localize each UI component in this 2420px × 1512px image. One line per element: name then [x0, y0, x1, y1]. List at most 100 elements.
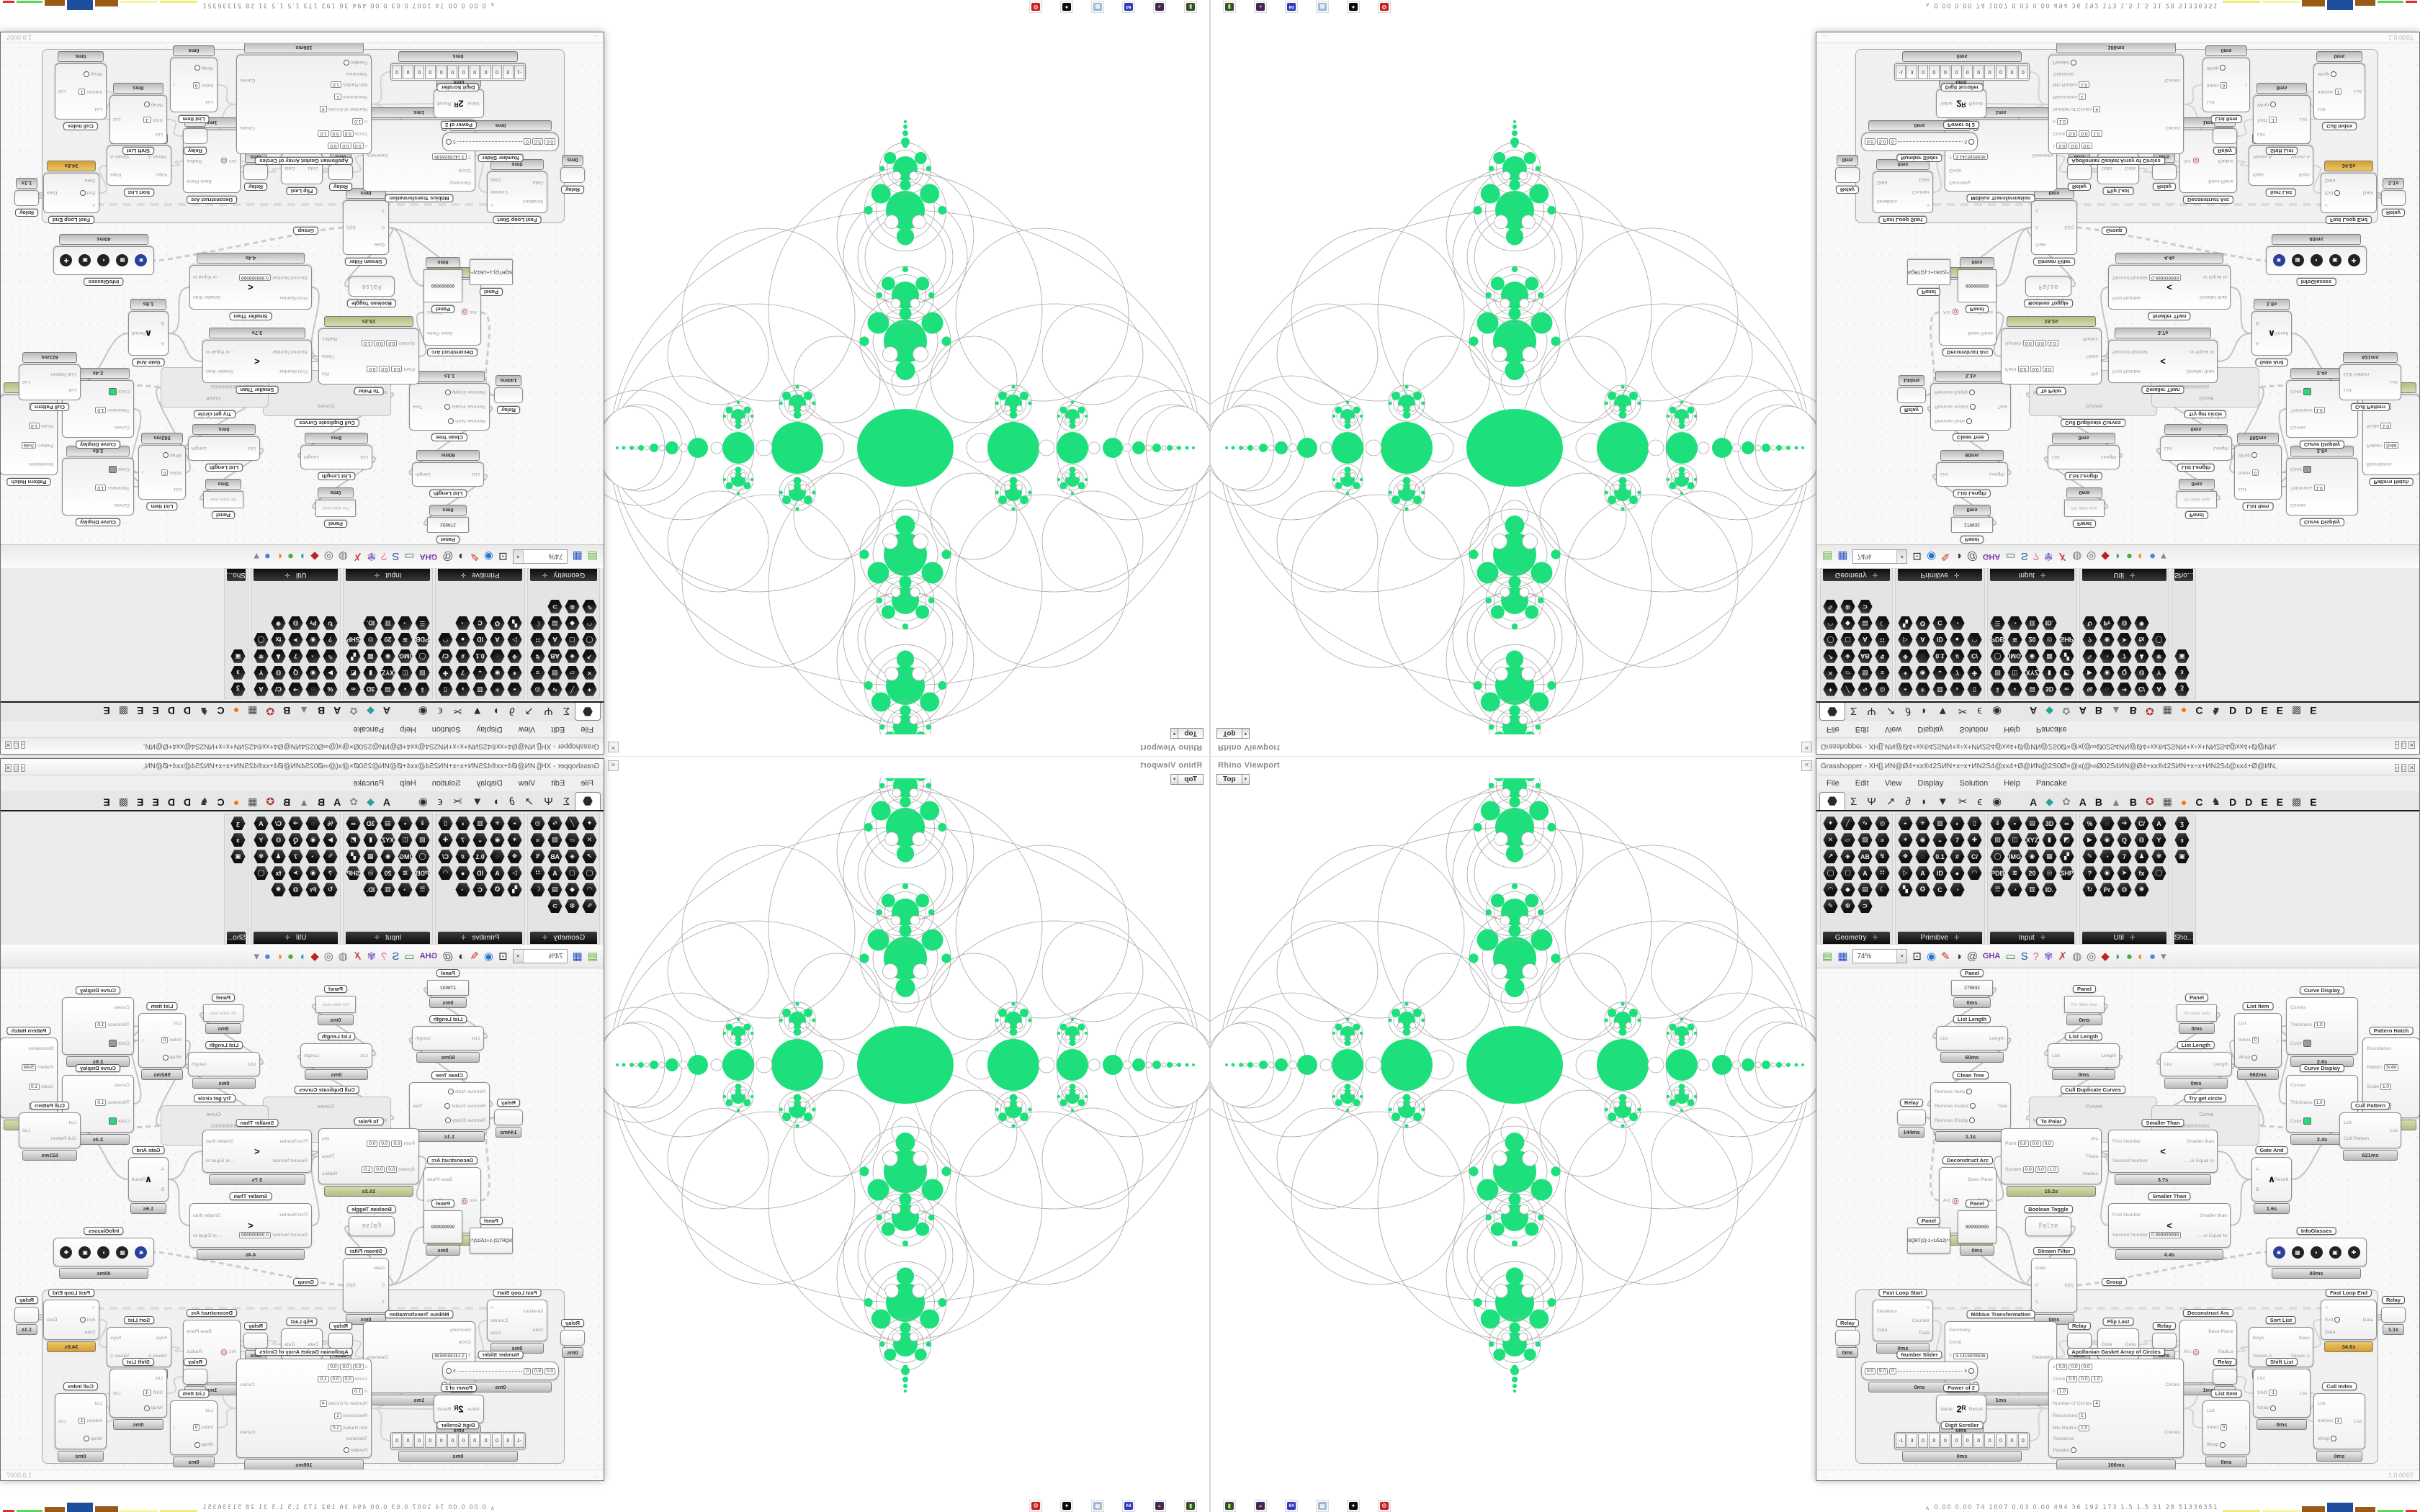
fast-loop-start[interactable]: Fast Loop Start Iterations Data > Counter Dat… [487, 1289, 547, 1354]
minimize-button[interactable]: – [2395, 763, 2400, 772]
palette-icon-input-6[interactable]: ◫ [2007, 665, 2022, 680]
panel-999[interactable]: Panel 999999999 0ms [1958, 1200, 1996, 1256]
palette-icon-input-15[interactable]: PDB [415, 866, 430, 881]
maximize-button[interactable]: □ [13, 763, 19, 772]
palette-icon-primitive-3[interactable]: ◗ [1950, 682, 1965, 696]
taskbar-icon-paint[interactable]: ✦ [1060, 1500, 1073, 1512]
palette-icon-geometry-10[interactable]: AB [1857, 649, 1873, 663]
addon-tab-10[interactable]: C [2195, 705, 2203, 717]
menu-item-edit[interactable]: Edit [1855, 778, 1869, 788]
palette-icon-partial-0[interactable]: ʒ [230, 682, 246, 696]
palette-icon-input-10[interactable]: ◯ [415, 649, 430, 663]
clean-tree[interactable]: Clean Tree Remove Nulls Remove Invalid Remo… [409, 1071, 490, 1143]
palette-icon-primitive-6[interactable]: ◉ [1915, 665, 1930, 680]
palette-icon-util-19[interactable]: ◯ [2151, 632, 2166, 647]
palette-icon-util-4[interactable]: A [254, 682, 269, 696]
palette-icon-primitive-8[interactable]: 7 [455, 833, 470, 847]
palette-icon-geometry-9[interactable]: ◈ [1840, 649, 1855, 663]
palette-icon-geometry-1[interactable]: ╱ [565, 682, 580, 696]
power-of-2[interactable]: Power of 2 Value Result 2ᴿ 0ms [434, 76, 484, 129]
palette-icon-util-11[interactable]: ◔ [305, 649, 321, 663]
palette-footer-geometry[interactable]: Geometry ✛ [1823, 932, 1890, 945]
palette-icon-primitive-6[interactable]: ◉ [1915, 833, 1930, 847]
palette-icon-input-5[interactable]: ▨ [1990, 665, 2005, 680]
menu-item-pancake[interactable]: Pancake [2035, 778, 2067, 788]
palette-icon-geometry-4[interactable]: ✕ [582, 665, 597, 680]
palette-icon-util-17[interactable]: ➤ [2117, 866, 2132, 880]
addon-tab-7[interactable]: ✪ [266, 706, 275, 718]
close-button[interactable]: ✕ [2408, 741, 2415, 750]
palette-icon-primitive-22[interactable]: C [472, 616, 488, 630]
palette-icon-geometry-16[interactable]: ◠ [1823, 616, 1838, 630]
save-icon[interactable]: ▦ [1837, 950, 1848, 963]
relay-144[interactable]: Relay 144ms [494, 374, 523, 414]
addon-tab-5[interactable]: ▲ [299, 705, 310, 717]
shift-list[interactable]: Shift List List Shift -1 Wrap List 0ms [2253, 1358, 2311, 1431]
curve-display-1[interactable]: Curve Display Curves Thickness 1.0 Color 2.6s [62, 986, 134, 1068]
tab-transform[interactable]: ϵ [1977, 795, 1982, 808]
shell-icon[interactable]: ◗ [2114, 550, 2121, 563]
palette-icon-util-3[interactable]: C/ [271, 682, 286, 696]
palette-icon-input-7[interactable]: XYZ [380, 665, 395, 680]
to-polar[interactable]: To Polar Point 0.0 0.0 0.0 System 0.0 0.0 1.0 Phi… [318, 315, 419, 395]
list-length-2[interactable]: List Length List Length 0ms [300, 432, 372, 480]
palette-icon-primitive-13[interactable]: # [455, 850, 470, 864]
palette-icon-util-0[interactable]: % [323, 682, 338, 696]
addon-tab-9[interactable]: ● [233, 796, 240, 808]
palette-icon-input-6[interactable]: ◫ [2007, 833, 2022, 847]
tab-curve[interactable]: ∂ [509, 705, 515, 718]
palette-icon-primitive-9[interactable]: ✚ [438, 833, 453, 847]
minimize-button[interactable]: – [20, 763, 25, 772]
addon-tab-13[interactable]: D [2245, 796, 2253, 808]
palette-icon-util-15[interactable]: ? [323, 632, 338, 647]
palette-icon-input-17[interactable]: 20 [380, 866, 395, 881]
internalise-icon[interactable]: @ [1966, 950, 1978, 963]
palette-icon-util-12[interactable]: 7 [2117, 649, 2132, 663]
palette-icon-input-1[interactable]: ▪ [398, 682, 413, 696]
close-button[interactable]: ✕ [5, 741, 12, 750]
palette-icon-input-11[interactable]: IMG [2007, 649, 2022, 663]
palette-footer-util[interactable]: Util ✛ [254, 932, 338, 945]
addon-tab-4[interactable]: B [318, 796, 326, 808]
palette-icon-input-16[interactable]: ≋ [2007, 866, 2022, 880]
palette-icon-primitive-12[interactable]: 0.1 [472, 649, 488, 663]
list-length-3[interactable]: List Length List Length 0ms [188, 423, 260, 472]
palette-icon-input-18[interactable]: ◎ [2042, 632, 2057, 647]
addon-tab-6[interactable]: B [283, 796, 291, 808]
palette-icon-primitive-14[interactable]: C/ [1967, 649, 1982, 663]
palette-icon-primitive-21[interactable]: ✪ [1915, 883, 1930, 896]
palette-icon-geometry-2[interactable]: ∿ [1857, 682, 1873, 696]
palette-icon-primitive-21[interactable]: ✪ [490, 616, 505, 630]
palette-icon-geometry-21[interactable]: ❆ [1840, 899, 1855, 913]
palette-icon-primitive-16[interactable]: A [1915, 866, 1930, 880]
find-icon[interactable]: S [2020, 950, 2028, 963]
palette-icon-util-22[interactable]: ◍ [288, 616, 303, 630]
palette-icon-input-15[interactable]: PDB [1990, 632, 2005, 647]
tab-maths[interactable]: Σ [1850, 795, 1857, 808]
palette-icon-geometry-12[interactable]: ◯ [1823, 632, 1838, 647]
taskbar-icon-badge[interactable]: ❂ [1029, 1, 1042, 13]
palette-icon-primitive-13[interactable]: # [455, 649, 470, 663]
palette-icon-util-9[interactable]: Y [254, 833, 269, 847]
palette-icon-primitive-15[interactable]: ▷ [1898, 866, 1913, 880]
shell-icon[interactable]: ◗ [2114, 950, 2121, 963]
ball-green-icon[interactable]: ● [287, 950, 295, 963]
addon-tab-4[interactable]: B [2094, 796, 2102, 808]
palette-icon-input-16[interactable]: ≋ [398, 632, 413, 647]
palette-icon-input-21[interactable]: ◔ [2007, 616, 2022, 630]
palette-icon-partial-1[interactable]: ɜ [2174, 665, 2190, 680]
list-item-1[interactable]: List Item List Index 0 Wrap i 562ms [2234, 432, 2282, 510]
palette-icon-primitive-22[interactable]: C [1932, 616, 1948, 630]
tab-surface[interactable]: ◗ [493, 705, 500, 718]
palette-icon-primitive-9[interactable]: ✚ [438, 665, 453, 680]
palette-icon-primitive-15[interactable]: ▷ [507, 866, 522, 881]
palette-icon-util-5[interactable]: ▶ [323, 833, 338, 847]
palette-icon-input-17[interactable]: 20 [2025, 632, 2040, 647]
menu-item-solution[interactable]: Solution [1959, 725, 1989, 734]
addon-tab-14[interactable]: E [152, 705, 159, 717]
smaller-than-1[interactable]: Smaller Than First Number Second Number Sma… [202, 1119, 312, 1186]
panel-279932[interactable]: Panel 279932 0ms [1951, 504, 1993, 544]
